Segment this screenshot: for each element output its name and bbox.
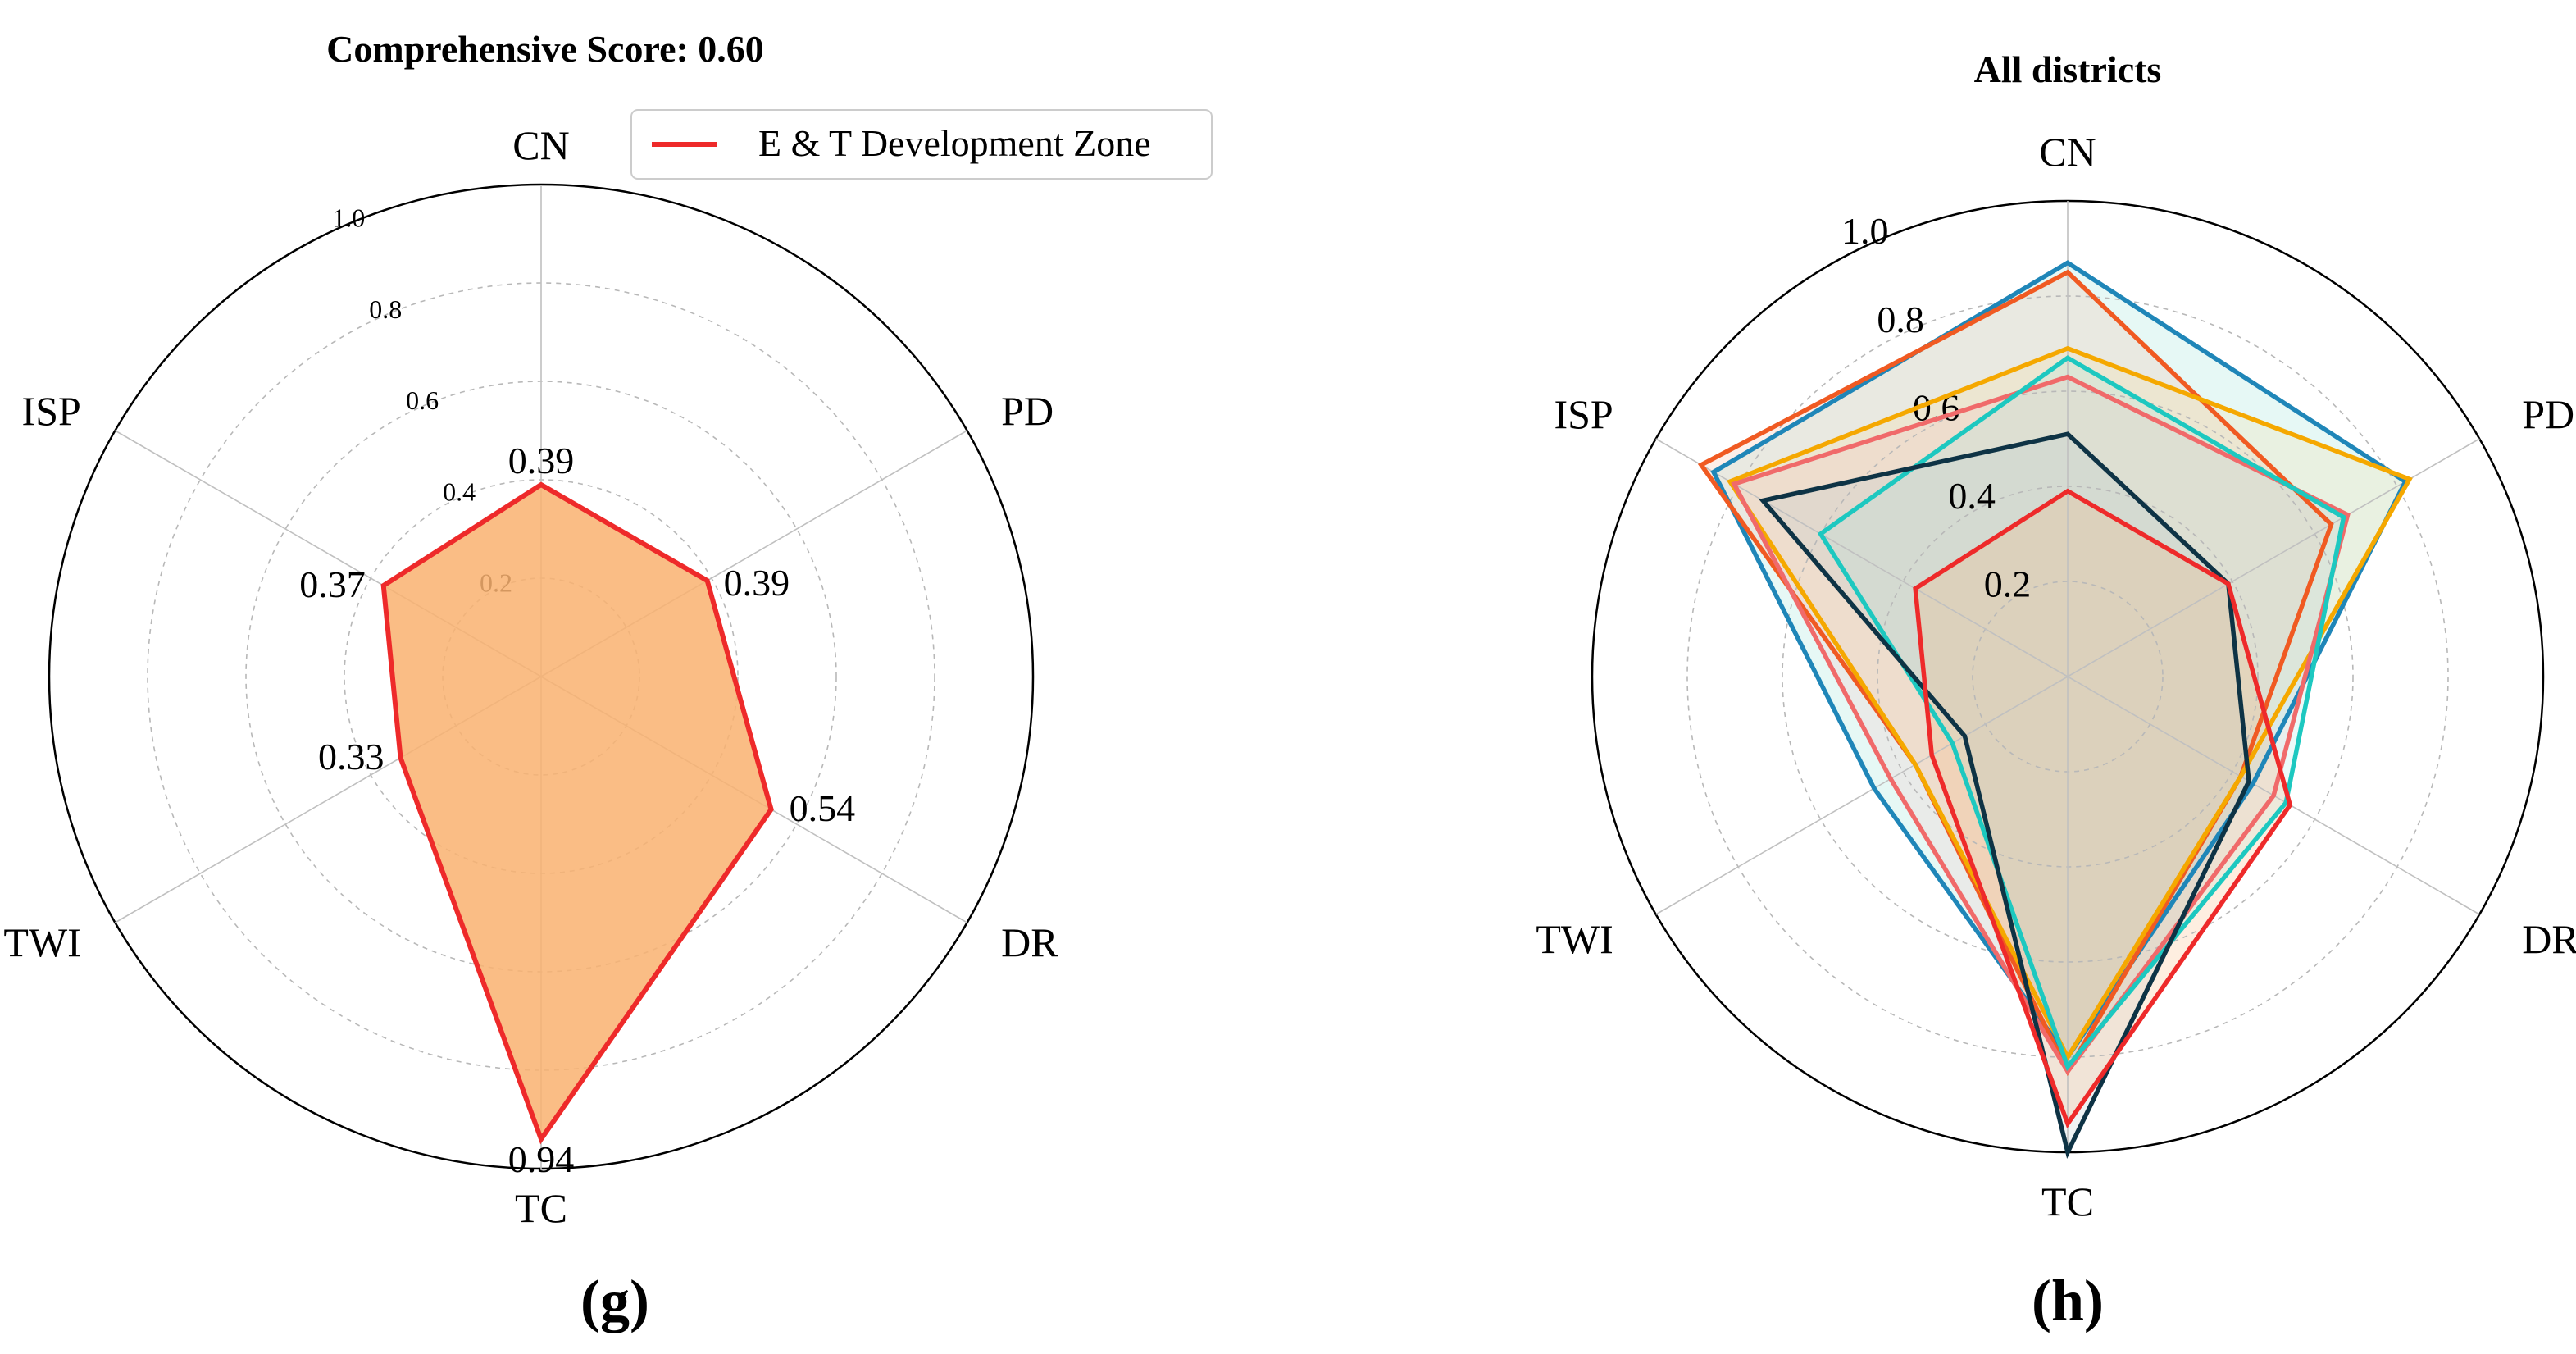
series-fill-3 bbox=[1730, 348, 2410, 1057]
series-line-4 bbox=[1731, 374, 2351, 1076]
value-label-twi: 0.33 bbox=[318, 736, 385, 777]
series-polygon-e-t-development-zone bbox=[380, 481, 774, 1145]
value-labels-g: 0.39 0.39 0.54 0.94 0.33 0.37 bbox=[299, 440, 855, 1180]
g-tick-label: 0.4 bbox=[443, 476, 476, 506]
legend: E & T Development Zone bbox=[630, 109, 1213, 180]
legend-box bbox=[630, 109, 1213, 180]
h-tick-label: 0.4 bbox=[1948, 475, 1996, 517]
spokes-h bbox=[1655, 201, 2480, 1152]
h-tick-label: 0.2 bbox=[1984, 563, 2032, 604]
series-g bbox=[380, 481, 774, 1145]
g-axis-label-twi: TWI bbox=[3, 919, 80, 965]
value-label-dr: 0.54 bbox=[790, 787, 856, 829]
axis-labels-h: CN PD DR TC TWI ISP bbox=[1536, 129, 2576, 1224]
value-label-cn: 0.39 bbox=[508, 440, 575, 481]
g-axis-label-dr: DR bbox=[1001, 919, 1058, 965]
h-tick-label: 0.8 bbox=[1877, 299, 1924, 340]
h-axis-label-cn: CN bbox=[2039, 129, 2096, 175]
series-line-5 bbox=[1817, 355, 2346, 1072]
h-axis-label-tc: TC bbox=[2041, 1178, 2094, 1224]
series-fill-1 bbox=[1714, 262, 2405, 1057]
value-label-tc: 0.94 bbox=[508, 1138, 575, 1180]
h-grid-ring bbox=[1782, 390, 2354, 963]
g-axis-label-isp: ISP bbox=[22, 388, 81, 434]
value-label-pd: 0.39 bbox=[724, 562, 790, 604]
chart-title-h: All districts bbox=[1974, 48, 2162, 90]
g-axis-label-cn: CN bbox=[512, 122, 569, 168]
h-axis-label-dr: DR bbox=[2522, 916, 2576, 962]
chart-title-g: Comprehensive Score: 0.60 bbox=[326, 28, 764, 70]
h-axis-label-isp: ISP bbox=[1554, 391, 1613, 437]
panel-letter-h: (h) bbox=[2032, 1268, 2104, 1333]
g-tick-label: 0.6 bbox=[406, 385, 439, 415]
g-tick-label: 0.8 bbox=[369, 294, 402, 324]
series-fill-2 bbox=[1700, 272, 2332, 1072]
h-spoke bbox=[1655, 438, 2069, 677]
radar-chart-g: Comprehensive Score: 0.60 0.20.40.60.81.… bbox=[3, 28, 1213, 1333]
g-axis-label-tc: TC bbox=[515, 1185, 567, 1231]
panel-letter-g: (g) bbox=[580, 1268, 649, 1333]
radar-chart-h: All districts 0.20.40.60.81.0 CNPDDRTCTW… bbox=[1536, 48, 2576, 1333]
legend-label: E & T Development Zone bbox=[758, 122, 1151, 164]
g-axis-label-pd: PD bbox=[1001, 388, 1054, 434]
value-label-isp: 0.37 bbox=[299, 563, 366, 605]
h-axis-label-pd: PD bbox=[2522, 391, 2574, 437]
h-spoke bbox=[1655, 676, 2069, 915]
series-line-3 bbox=[1726, 345, 2413, 1062]
h-tick-label: 1.0 bbox=[1841, 210, 1889, 252]
h-axis-label-twi: TWI bbox=[1536, 916, 1613, 962]
axis-labels-g: CN PD DR TC TWI ISP bbox=[3, 122, 1058, 1231]
series-line-7 bbox=[1913, 488, 2293, 1129]
g-tick-label: 1.0 bbox=[332, 203, 365, 233]
series-fill-7 bbox=[1915, 490, 2291, 1124]
series-lines-h bbox=[1697, 260, 2413, 1160]
